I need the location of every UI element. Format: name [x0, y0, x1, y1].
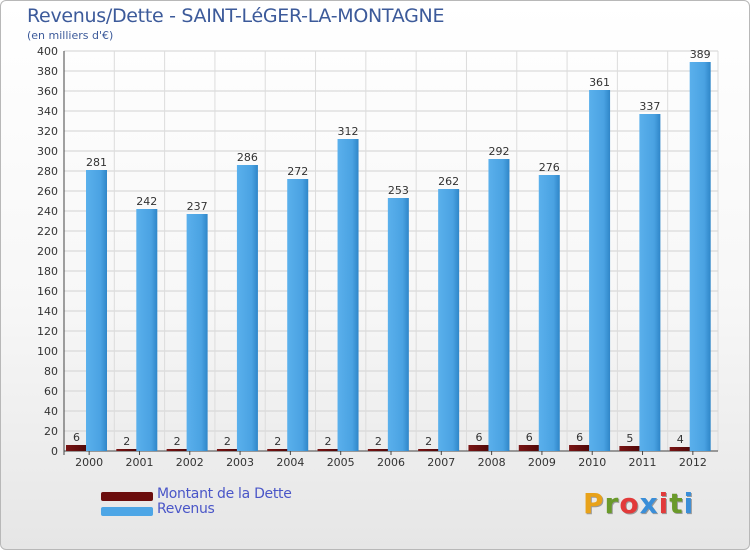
bar-revenus-2011	[639, 114, 661, 451]
data-label-revenus-2012: 389	[690, 48, 711, 61]
legend-swatch-revenus	[101, 507, 153, 516]
bar-dette-2011	[619, 446, 641, 451]
y-tick-label: 40	[44, 405, 58, 418]
x-tick-label: 2003	[226, 456, 254, 469]
x-tick-label: 2009	[528, 456, 556, 469]
bar-dette-2009	[518, 445, 540, 451]
data-label-dette-2010: 6	[576, 431, 583, 444]
data-label-dette-2008: 6	[475, 431, 482, 444]
bar-revenus-2006	[387, 198, 409, 451]
y-tick-label: 0	[51, 445, 58, 458]
data-label-revenus-2011: 337	[639, 100, 660, 113]
y-tick-label: 300	[37, 145, 58, 158]
y-tick-label: 240	[37, 205, 58, 218]
bar-dette-2007	[418, 449, 440, 451]
data-label-revenus-2000: 281	[86, 156, 107, 169]
y-tick-label: 360	[37, 85, 58, 98]
y-tick-label: 100	[37, 345, 58, 358]
y-tick-label: 340	[37, 105, 58, 118]
y-tick-label: 280	[37, 165, 58, 178]
x-tick-label: 2001	[125, 456, 153, 469]
data-label-dette-2002: 2	[174, 435, 181, 448]
x-tick-label: 2012	[679, 456, 707, 469]
bar-revenus-2004	[287, 179, 309, 451]
proxiti-logo: Proxiti	[583, 487, 695, 520]
y-tick-label: 220	[37, 225, 58, 238]
bar-revenus-2007	[438, 189, 460, 451]
y-tick-label: 140	[37, 305, 58, 318]
data-label-dette-2007: 2	[425, 435, 432, 448]
data-label-revenus-2006: 253	[388, 184, 409, 197]
bar-dette-2000	[66, 445, 87, 451]
data-label-revenus-2010: 361	[589, 76, 610, 89]
x-tick-label: 2007	[427, 456, 455, 469]
data-label-dette-2005: 2	[325, 435, 332, 448]
data-label-revenus-2007: 262	[438, 175, 459, 188]
bar-revenus-2010	[589, 90, 611, 451]
data-label-revenus-2002: 237	[187, 200, 208, 213]
bar-dette-2003	[216, 449, 238, 451]
data-label-dette-2009: 6	[526, 431, 533, 444]
x-tick-label: 2006	[377, 456, 405, 469]
x-tick-label: 2002	[176, 456, 204, 469]
data-label-revenus-2005: 312	[338, 125, 359, 138]
x-tick-label: 2008	[478, 456, 506, 469]
data-label-dette-2011: 5	[626, 432, 633, 445]
bar-revenus-2001	[136, 209, 158, 451]
data-label-dette-2004: 2	[274, 435, 281, 448]
x-tick-label: 2011	[629, 456, 657, 469]
y-tick-label: 60	[44, 385, 58, 398]
bar-revenus-2009	[538, 175, 560, 451]
bar-revenus-2005	[337, 139, 359, 451]
data-label-revenus-2008: 292	[488, 145, 509, 158]
bar-dette-2004	[267, 449, 289, 451]
bar-revenus-2000	[86, 170, 107, 451]
legend-label-revenus: Revenus	[157, 501, 215, 517]
chart-title: Revenus/Dette - SAINT-LéGER-LA-MONTAGNE	[27, 5, 445, 27]
data-label-dette-2012: 4	[677, 433, 684, 446]
x-tick-label: 2010	[578, 456, 606, 469]
data-label-dette-2006: 2	[375, 435, 382, 448]
y-tick-label: 120	[37, 325, 58, 338]
y-tick-label: 260	[37, 185, 58, 198]
y-tick-label: 80	[44, 365, 58, 378]
y-tick-label: 320	[37, 125, 58, 138]
data-label-dette-2000: 6	[73, 431, 80, 444]
bar-dette-2010	[569, 445, 591, 451]
bar-dette-2002	[166, 449, 188, 451]
data-label-revenus-2001: 242	[136, 195, 157, 208]
chart-subtitle: (en milliers d'€)	[27, 29, 114, 42]
bar-dette-2008	[468, 445, 490, 451]
x-tick-label: 2004	[276, 456, 304, 469]
y-tick-label: 180	[37, 265, 58, 278]
x-tick-label: 2000	[75, 456, 103, 469]
x-tick-label: 2005	[327, 456, 355, 469]
y-tick-label: 200	[37, 245, 58, 258]
bar-revenus-2012	[689, 62, 711, 451]
data-label-revenus-2003: 286	[237, 151, 258, 164]
legend-label-dette: Montant de la Dette	[157, 486, 292, 502]
legend-swatch-dette	[101, 492, 153, 501]
bar-revenus-2008	[488, 159, 510, 451]
bar-dette-2006	[367, 449, 389, 451]
data-label-revenus-2004: 272	[287, 165, 308, 178]
bar-dette-2012	[669, 447, 691, 451]
data-label-revenus-2009: 276	[539, 161, 560, 174]
data-label-dette-2003: 2	[224, 435, 231, 448]
bar-revenus-2002	[186, 214, 208, 451]
bar-dette-2001	[116, 449, 138, 451]
data-label-dette-2001: 2	[123, 435, 130, 448]
y-tick-label: 400	[37, 45, 58, 58]
y-tick-label: 20	[44, 425, 58, 438]
y-tick-label: 160	[37, 285, 58, 298]
y-tick-label: 380	[37, 65, 58, 78]
bar-dette-2005	[317, 449, 339, 451]
bar-revenus-2003	[236, 165, 258, 451]
